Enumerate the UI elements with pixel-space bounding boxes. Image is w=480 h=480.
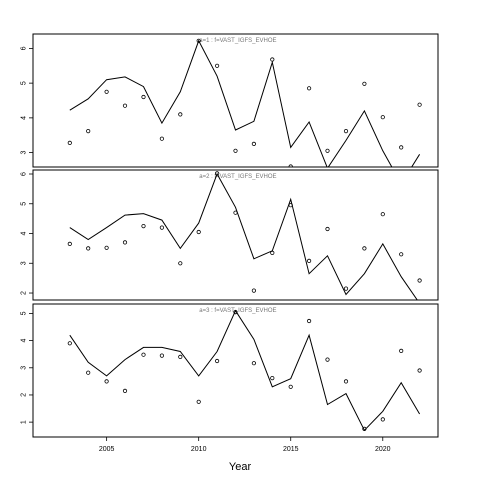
observed-point	[159, 136, 164, 141]
observed-point	[86, 370, 91, 375]
observed-point	[306, 318, 312, 324]
observed-point	[380, 212, 385, 217]
observed-point	[362, 81, 367, 86]
observed-point	[122, 103, 128, 108]
observed-point	[86, 246, 91, 251]
observed-point	[104, 379, 109, 384]
observed-point	[362, 246, 367, 251]
panel-2: 2 3 4 5 6 a=2 : f=VAST_IGFS_EVHOE	[21, 169, 439, 301]
observed-point	[343, 286, 349, 291]
observed-point	[288, 384, 293, 389]
observed-point	[399, 252, 404, 257]
observed-point	[380, 417, 385, 422]
observed-point	[288, 164, 293, 167]
observed-point	[141, 352, 146, 357]
observed-point	[288, 203, 293, 208]
observed-point	[159, 353, 164, 358]
observed-point	[196, 399, 201, 404]
observed-point	[196, 229, 201, 235]
observed-point	[362, 426, 367, 431]
observed-point	[251, 288, 256, 293]
observed-point	[67, 341, 72, 346]
observed-point	[417, 368, 422, 373]
observed-point	[325, 148, 330, 153]
observed-point	[86, 129, 91, 134]
observed-point	[417, 278, 422, 283]
y-tick-label: 1	[21, 420, 28, 424]
y-tick-label: 5	[21, 311, 28, 315]
observed-point	[270, 375, 275, 381]
observed-point	[380, 115, 385, 120]
observed-point	[178, 354, 183, 359]
y-tick-label: 6	[21, 172, 28, 176]
observed-point	[159, 225, 164, 230]
observed-point	[233, 309, 238, 315]
y-tick-label: 4	[21, 116, 28, 120]
observed-point	[233, 210, 238, 215]
observed-point	[417, 102, 422, 107]
fitted-line	[69, 172, 418, 300]
observed-point	[325, 357, 330, 362]
observed-point	[251, 361, 256, 366]
x-tick-label: 2005	[99, 446, 115, 453]
observed-point	[67, 241, 72, 246]
y-tick-label: 6	[21, 46, 28, 50]
observed-point	[343, 129, 349, 134]
observed-point	[343, 379, 349, 384]
observed-point	[122, 240, 128, 245]
observed-point	[251, 141, 256, 146]
observed-point	[399, 145, 404, 150]
chart-panels: 3 4 5 6 a=1 : f=VAST_IGFS_EVHOE 2 3 4 5 6 a=2 : f=…	[21, 33, 439, 438]
observed-point	[178, 261, 183, 266]
x-axis: 2005 2010 2015 2020	[99, 437, 391, 453]
observed-point	[215, 63, 220, 68]
y-tick-label: 4	[21, 231, 28, 235]
observed-point	[399, 348, 404, 353]
observed-point	[104, 245, 109, 250]
y-tick-label: 2	[21, 291, 28, 295]
observed-point	[325, 226, 330, 232]
observed-point	[122, 388, 128, 393]
y-tick-label: 3	[21, 366, 28, 370]
observed-point	[270, 250, 275, 255]
x-tick-label: 2020	[375, 446, 391, 453]
panel-frame	[32, 33, 439, 168]
y-tick-label: 3	[21, 261, 28, 265]
observed-point	[270, 57, 275, 62]
panel-label: a=1 : f=VAST_IGFS_EVHOE	[199, 38, 276, 44]
y-tick-label: 5	[21, 81, 28, 85]
x-axis-label: Year	[229, 461, 252, 473]
panel-3: 1 2 3 4 5 a=3 : f=VAST_IGFS_EVHOE	[21, 303, 439, 438]
x-tick-label: 2015	[283, 446, 299, 453]
fitted-line	[69, 39, 421, 167]
observed-point	[104, 89, 109, 94]
observed-point	[306, 258, 312, 263]
y-tick-label: 5	[21, 202, 28, 206]
observed-point	[178, 112, 183, 117]
panel-label: a=2 : f=VAST_IGFS_EVHOE	[199, 174, 276, 180]
panel-frame	[32, 303, 439, 438]
y-tick-label: 2	[21, 393, 28, 397]
observed-point	[215, 171, 220, 176]
x-tick-label: 2010	[191, 446, 207, 453]
observed-point	[233, 148, 238, 153]
observed-point	[67, 140, 72, 145]
observed-point	[215, 358, 220, 364]
observed-point	[306, 86, 312, 91]
observed-point	[196, 38, 201, 43]
panel-label: a=3 : f=VAST_IGFS_EVHOE	[199, 308, 276, 314]
y-tick-label: 4	[21, 339, 28, 343]
fitted-line	[69, 309, 421, 432]
observed-point	[141, 94, 146, 100]
y-tick-label: 3	[21, 151, 28, 155]
panel-1: 3 4 5 6 a=1 : f=VAST_IGFS_EVHOE	[21, 33, 439, 168]
panel-frame	[32, 169, 439, 301]
observed-point	[141, 224, 146, 229]
